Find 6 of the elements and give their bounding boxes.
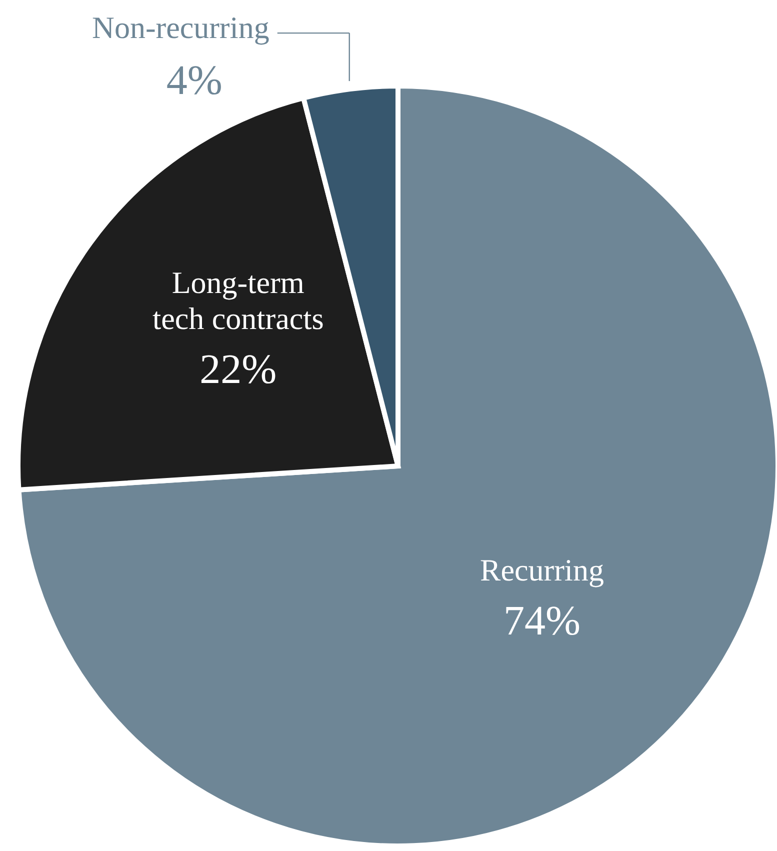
slice-label: Long-term tech contracts: [152, 264, 324, 336]
data-label: 22%: [200, 346, 277, 393]
data-label: 74%: [504, 598, 581, 644]
data-label: 4%: [166, 58, 222, 104]
slice-label: Non-recurring: [92, 10, 270, 46]
slice-label: Recurring: [480, 552, 604, 588]
